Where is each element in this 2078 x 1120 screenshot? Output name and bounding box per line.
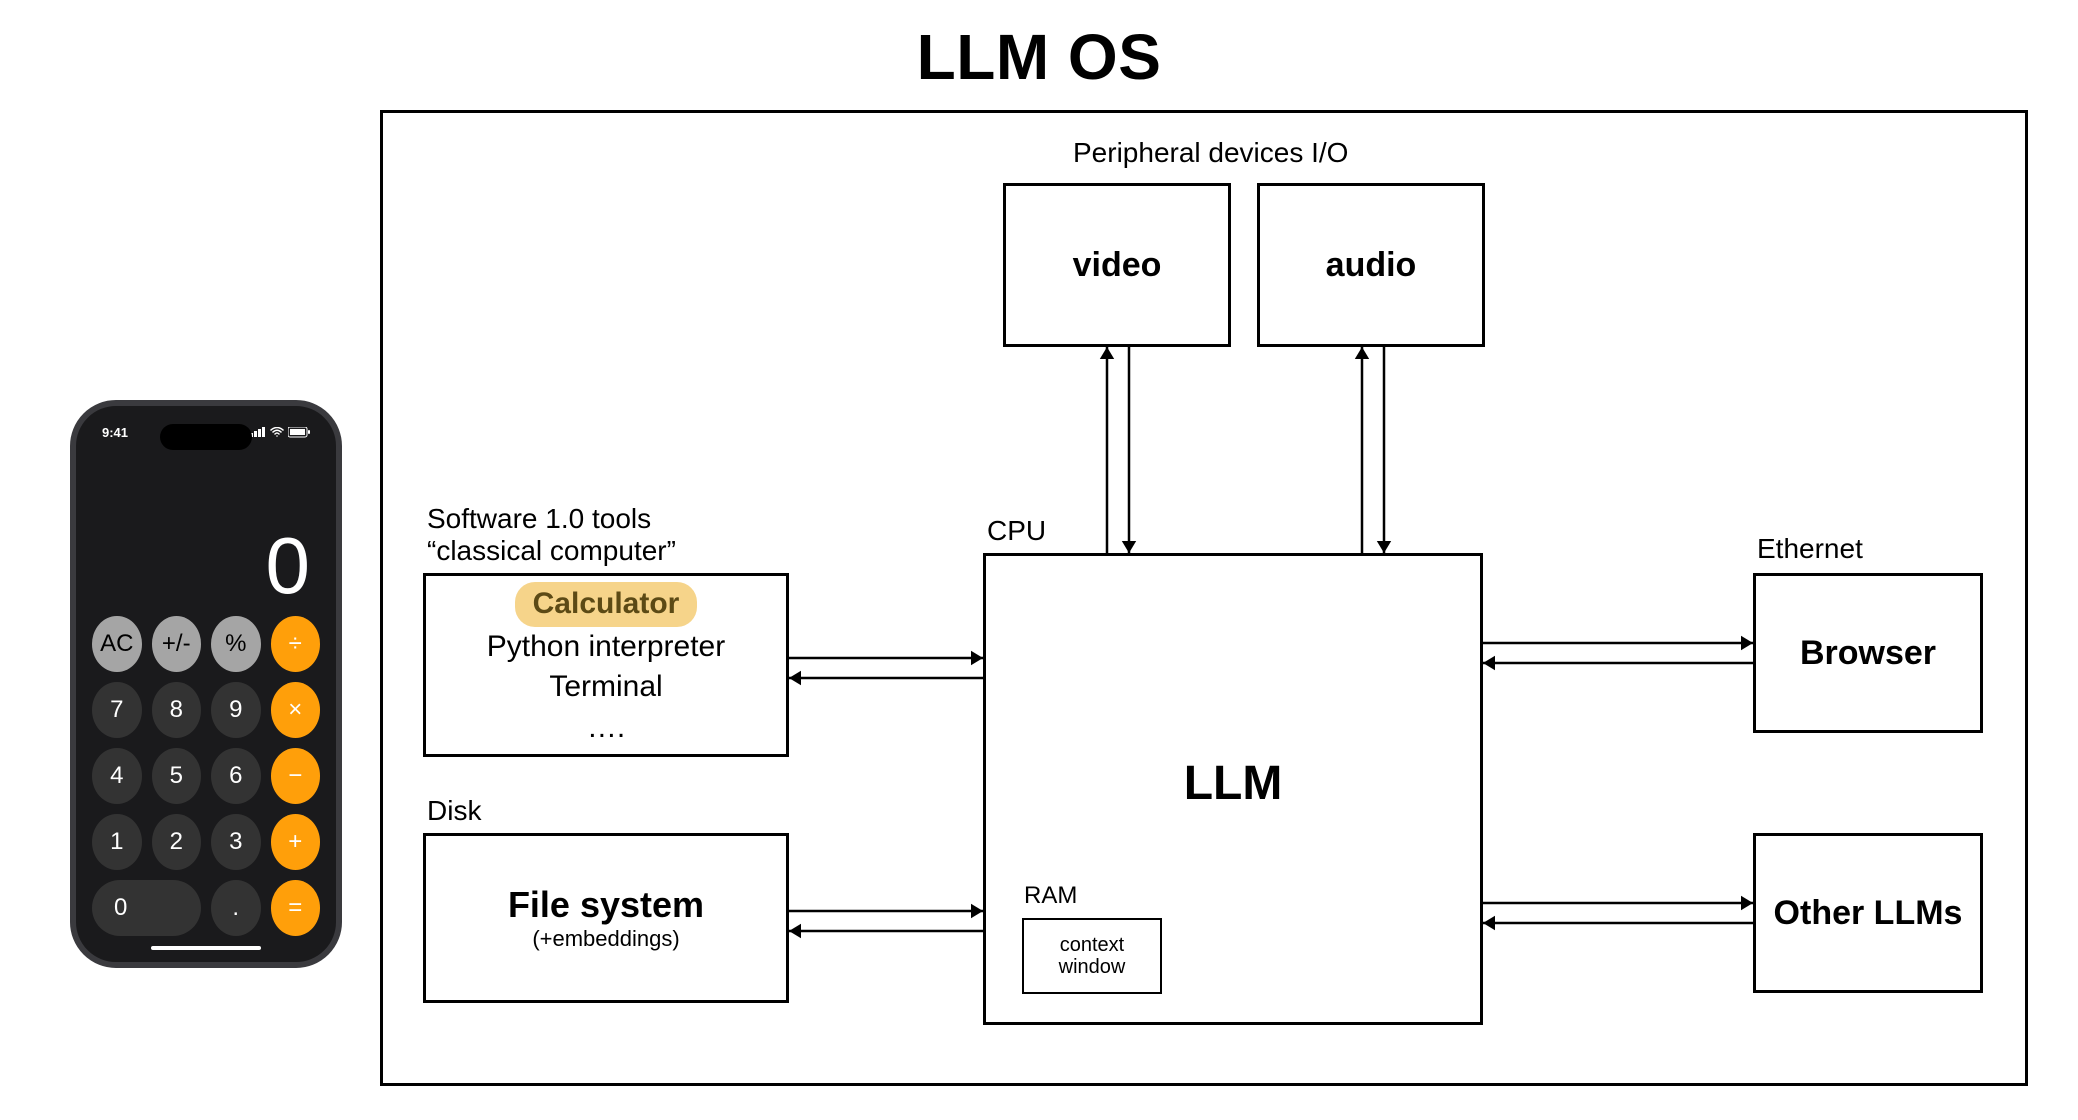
calc-btn-5[interactable]: 5	[152, 748, 202, 804]
calc-btn-×[interactable]: ×	[271, 682, 321, 738]
label-disk: Disk	[427, 795, 481, 827]
label-tools-line2: “classical computer”	[427, 535, 676, 567]
diagram-frame: Peripheral devices I/O video audio Softw…	[380, 110, 2028, 1086]
tools-item: Calculator	[487, 582, 725, 627]
label-tools-line1: Software 1.0 tools	[427, 503, 651, 535]
phone-time: 9:41	[102, 425, 128, 440]
node-tools: CalculatorPython interpreterTerminal….	[423, 573, 789, 757]
calculator-keypad: AC+/-%÷ 789× 456− 123+0.=	[92, 616, 320, 936]
signal-icon	[250, 427, 266, 437]
phone-dynamic-island	[160, 424, 252, 450]
phone-statusbar: 9:41	[92, 420, 320, 444]
calc-btn-%[interactable]: %	[211, 616, 261, 672]
tools-item: Python interpreter	[487, 627, 725, 668]
node-filesystem-label: File system	[508, 884, 704, 926]
label-cpu: CPU	[987, 515, 1046, 547]
label-ram: RAM	[1024, 882, 1077, 910]
context-line1: context	[1060, 934, 1124, 956]
calc-btn-6[interactable]: 6	[211, 748, 261, 804]
page-title: LLM OS	[0, 20, 2078, 94]
node-audio: audio	[1257, 183, 1485, 347]
node-browser: Browser	[1753, 573, 1983, 733]
calc-btn-1[interactable]: 1	[92, 814, 142, 870]
calc-btn-4[interactable]: 4	[92, 748, 142, 804]
label-ethernet: Ethernet	[1757, 533, 1863, 565]
calc-btn-+/-[interactable]: +/-	[152, 616, 202, 672]
node-video: video	[1003, 183, 1231, 347]
node-video-label: video	[1073, 246, 1162, 285]
calc-btn-9[interactable]: 9	[211, 682, 261, 738]
calc-btn-AC[interactable]: AC	[92, 616, 142, 672]
node-context-window: contextwindow	[1022, 918, 1162, 994]
context-line2: window	[1059, 956, 1126, 978]
node-filesystem: File system (+embeddings)	[423, 833, 789, 1003]
node-audio-label: audio	[1326, 246, 1417, 285]
calc-btn-−[interactable]: −	[271, 748, 321, 804]
wifi-icon	[270, 427, 284, 437]
calc-btn-2[interactable]: 2	[152, 814, 202, 870]
calculator-display: 0	[92, 444, 320, 616]
calc-btn-3[interactable]: 3	[211, 814, 261, 870]
calc-btn-÷[interactable]: ÷	[271, 616, 321, 672]
calc-btn-7[interactable]: 7	[92, 682, 142, 738]
calculator-phone: 9:41 0 AC+/-%÷ 789× 456− 123+0.=	[70, 400, 342, 968]
calc-btn-.[interactable]: .	[211, 880, 261, 936]
node-llm: LLM RAM contextwindow	[983, 553, 1483, 1025]
node-other-llms-label: Other LLMs	[1774, 894, 1963, 933]
node-other-llms: Other LLMs	[1753, 833, 1983, 993]
calc-btn-=[interactable]: =	[271, 880, 321, 936]
tools-item: ….	[487, 708, 725, 749]
phone-home-indicator	[151, 946, 261, 950]
label-peripheral: Peripheral devices I/O	[1073, 137, 1348, 169]
node-llm-label: LLM	[1184, 756, 1283, 811]
phone-status-icons	[250, 427, 310, 438]
battery-icon	[288, 427, 310, 438]
node-filesystem-sublabel: (+embeddings)	[532, 926, 679, 952]
tools-list: CalculatorPython interpreterTerminal….	[487, 582, 725, 748]
node-browser-label: Browser	[1800, 634, 1936, 673]
calc-btn-8[interactable]: 8	[152, 682, 202, 738]
calc-btn-0[interactable]: 0	[92, 880, 201, 936]
tools-item: Terminal	[487, 667, 725, 708]
calc-btn-+[interactable]: +	[271, 814, 321, 870]
